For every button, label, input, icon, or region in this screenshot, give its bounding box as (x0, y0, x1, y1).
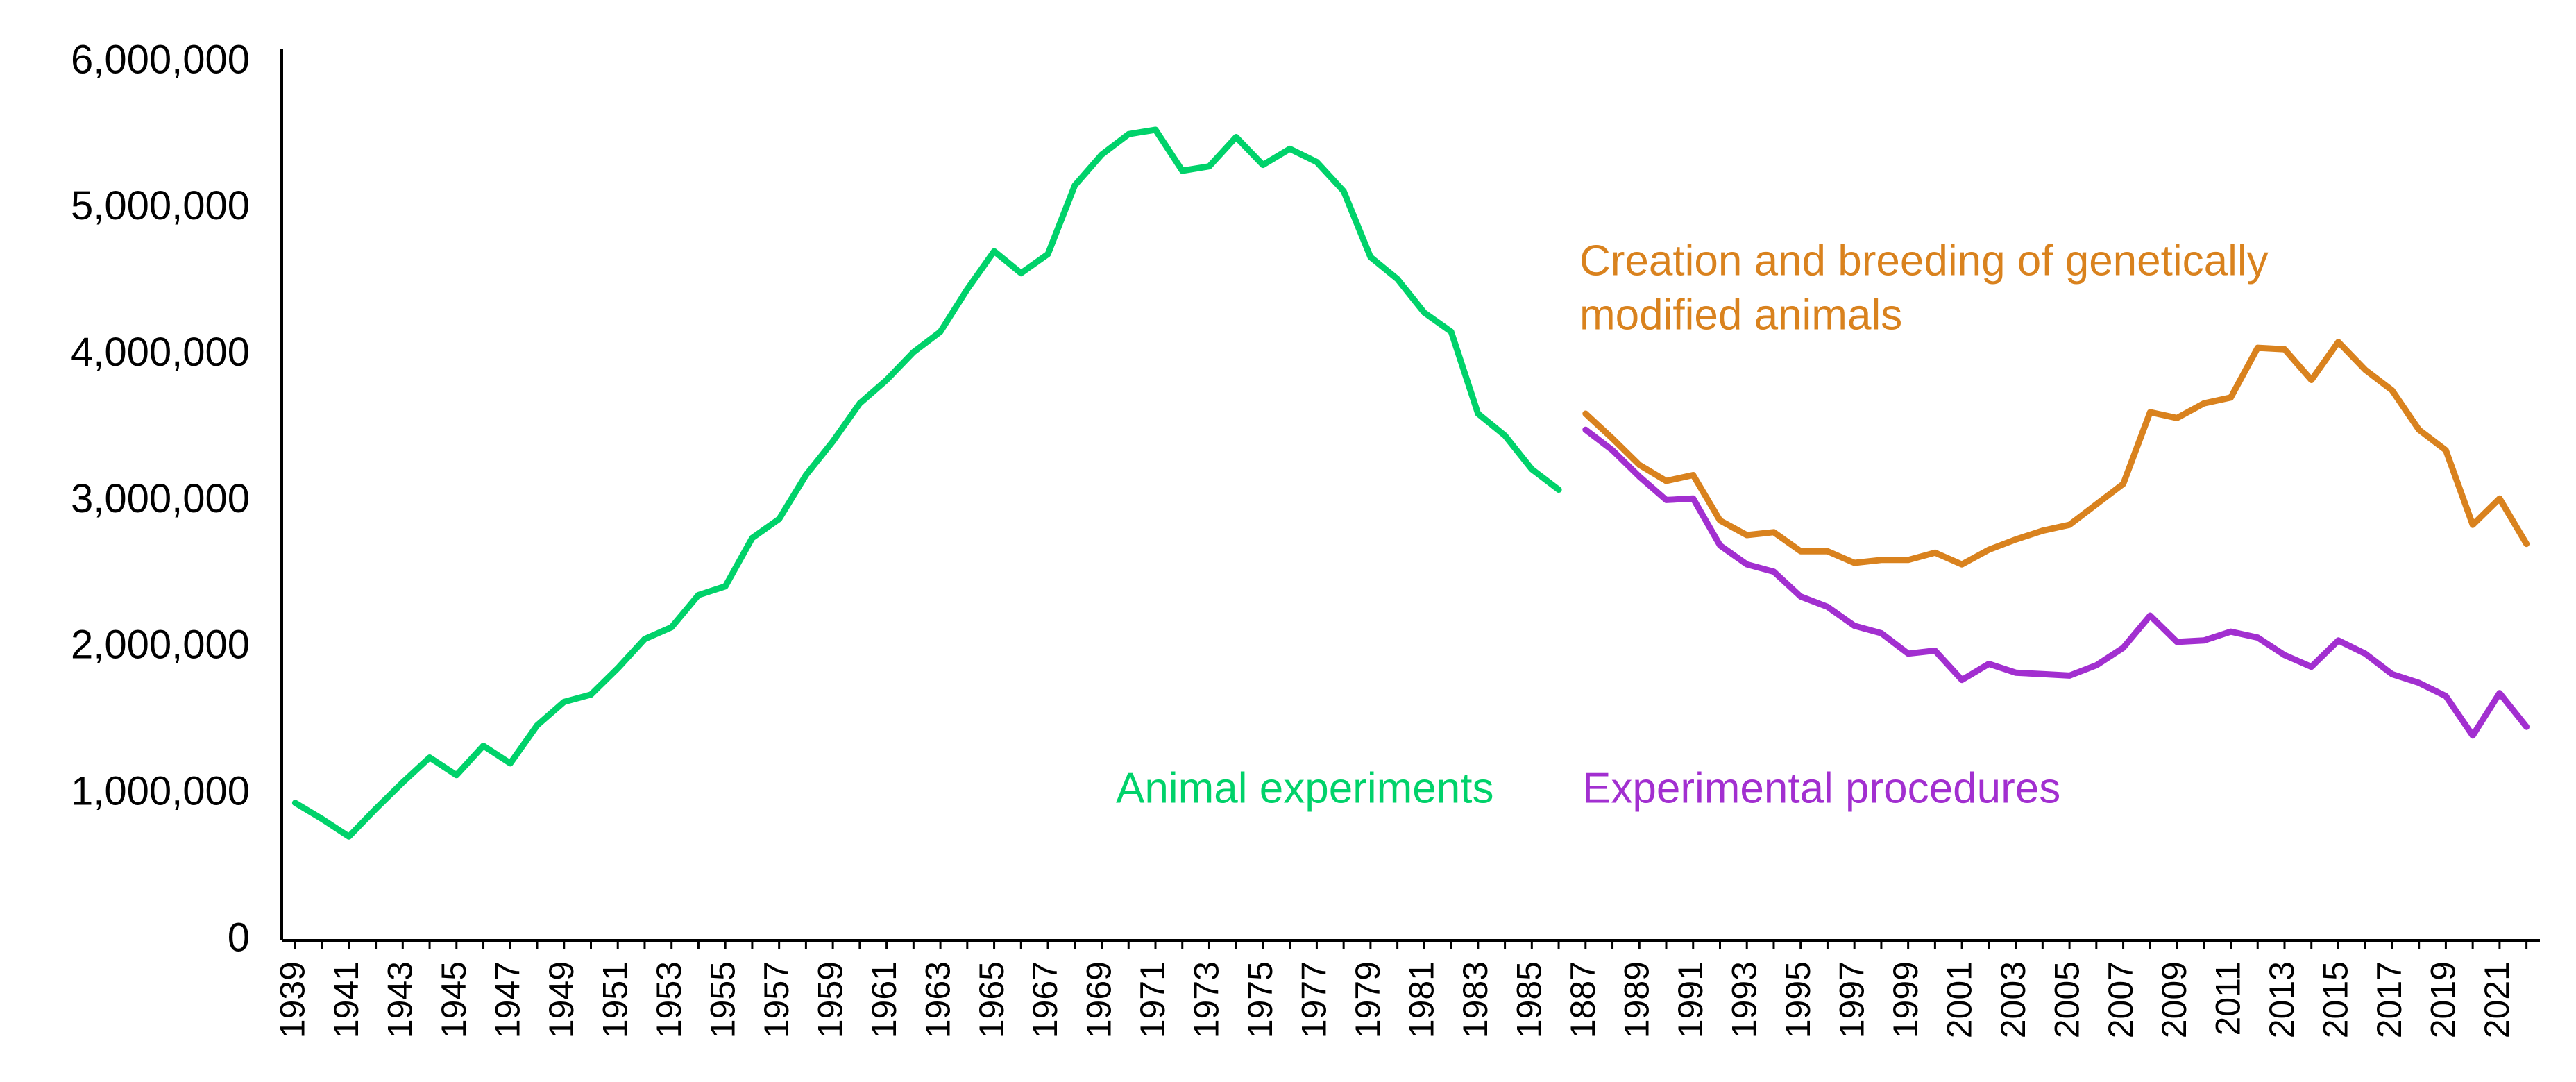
x-tick-label: 1953 (650, 961, 688, 1038)
x-tick-label: 2011 (2209, 961, 2248, 1036)
series-layer (291, 126, 2530, 840)
x-tick-label: 2019 (2424, 961, 2463, 1038)
x-tick-label: 2005 (2047, 961, 2086, 1038)
x-tick-label: 1995 (1779, 961, 1817, 1038)
x-tick-label: 1989 (1617, 961, 1656, 1038)
y-tick-label: 5,000,000 (71, 183, 250, 228)
x-tick-label: 1991 (1671, 961, 1710, 1038)
series-label-experimental-procedures: Experimental procedures (1582, 764, 2060, 812)
series-label-creation-and-breeding-of-genetically-modified-animals: Creation and breeding of genetically (1579, 237, 2269, 285)
x-tick-label: 2009 (2155, 961, 2194, 1038)
x-tick-label: 1975 (1241, 961, 1280, 1038)
x-tick-label: 1939 (273, 961, 312, 1038)
x-tick-label: 1949 (542, 961, 581, 1038)
x-tick-label: 1983 (1456, 961, 1495, 1038)
x-axis-ticks: 1939 1941 1943 1945 1947 1949 1951 1953 1955 1957… (273, 940, 2528, 1038)
series-line-experimental-procedures (1582, 426, 2530, 739)
series-line-animal-experiments (291, 126, 1562, 840)
y-tick-label: 4,000,000 (71, 330, 250, 375)
x-tick-label: 2007 (2101, 961, 2140, 1038)
x-tick-label: 1967 (1026, 961, 1065, 1038)
x-tick-label: 1963 (918, 961, 957, 1038)
x-tick-label: 2001 (1940, 961, 1978, 1038)
x-tick-label: 1945 (434, 961, 473, 1038)
x-tick-label: 2021 (2477, 961, 2516, 1038)
x-tick-label: 1961 (865, 961, 904, 1038)
x-tick-label: 1985 (1510, 961, 1549, 1038)
x-tick-label: 1977 (1295, 961, 1334, 1038)
series-labels: Animal experiments Creation and breeding … (1116, 237, 2269, 812)
x-tick-label: 1959 (811, 961, 849, 1038)
x-tick-label: 1979 (1348, 961, 1387, 1038)
x-tick-label: 2013 (2262, 961, 2301, 1038)
x-tick-label: 1943 (381, 961, 420, 1038)
x-tick-label: 1955 (703, 961, 742, 1038)
series-line-creation-and-breeding-of-genetically-modified-animals (1582, 339, 2530, 568)
x-tick-label: 1971 (1133, 961, 1172, 1038)
x-tick-label: 1965 (972, 961, 1011, 1038)
x-tick-label: 2017 (2370, 961, 2409, 1038)
x-tick-label: 1969 (1080, 961, 1119, 1038)
x-tick-label: 1947 (488, 961, 527, 1038)
y-tick-label: 0 (228, 915, 250, 960)
y-axis-ticks: 0 1,000,000 2,000,000 3,000,000 4,000,000 5,0… (71, 37, 250, 960)
x-tick-label: 1997 (1832, 961, 1871, 1038)
y-tick-label: 3,000,000 (71, 476, 250, 521)
x-tick-label: 1973 (1187, 961, 1226, 1038)
x-tick-label: 1981 (1403, 961, 1441, 1038)
series-label-creation-and-breeding-of-genetically-modified-animals: modified animals (1579, 291, 1902, 339)
x-tick-label: 1941 (327, 961, 366, 1038)
y-tick-label: 2,000,000 (71, 623, 250, 668)
x-tick-label: 1887 (1564, 961, 1602, 1038)
x-tick-label: 1999 (1886, 961, 1925, 1038)
series-label-animal-experiments: Animal experiments (1116, 764, 1493, 812)
x-tick-label: 2015 (2316, 961, 2355, 1038)
y-tick-label: 6,000,000 (71, 37, 250, 82)
x-tick-label: 2003 (1994, 961, 2033, 1038)
x-tick-label: 1951 (595, 961, 634, 1038)
x-tick-label: 1993 (1725, 961, 1763, 1038)
x-tick-label: 1957 (757, 961, 796, 1038)
y-tick-label: 1,000,000 (71, 768, 250, 813)
